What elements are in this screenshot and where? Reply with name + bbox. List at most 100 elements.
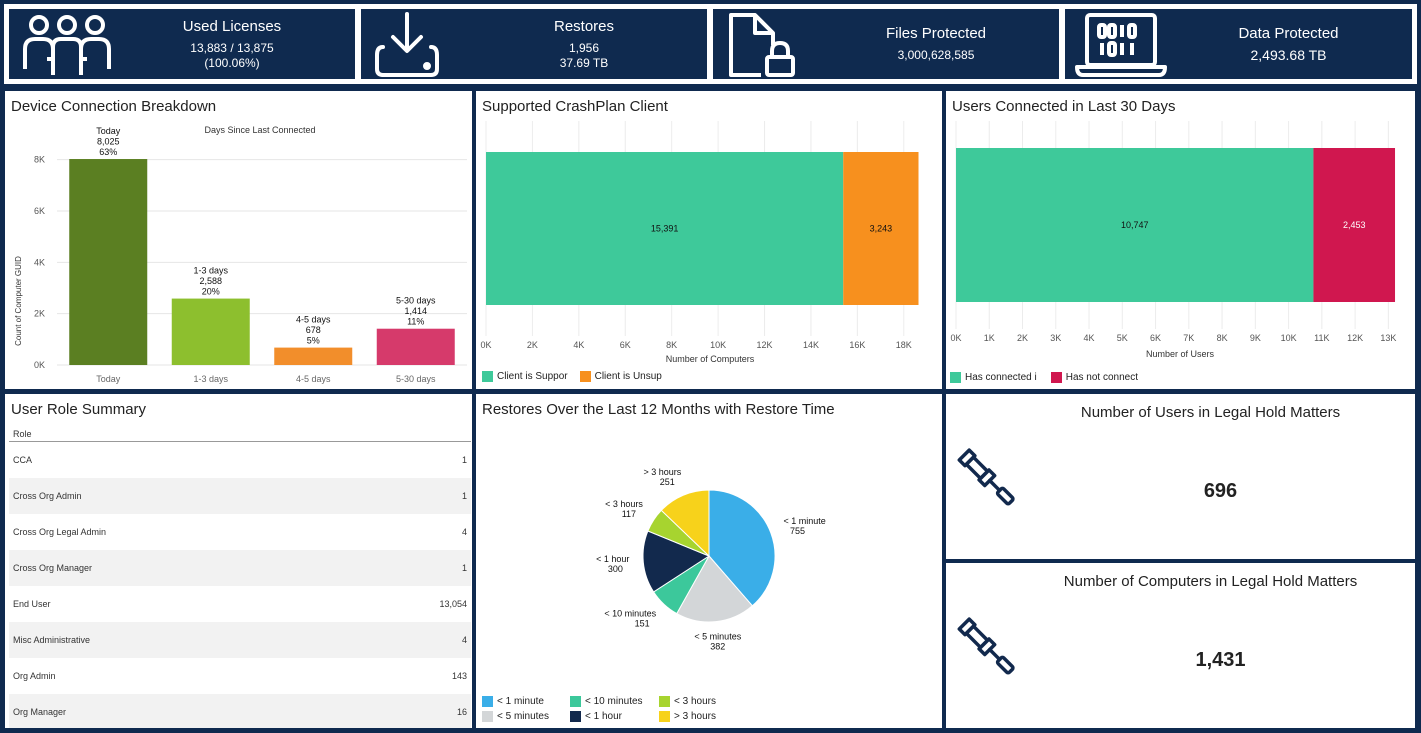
legend-item-connected[interactable]: Has connected i [950, 372, 1037, 383]
table-row[interactable]: Org Manager 16 [9, 694, 471, 728]
x-tick-label: 2K [1017, 333, 1028, 343]
bar-segment[interactable] [486, 152, 844, 305]
used-licenses-card[interactable]: Used Licenses 13,883 / 13,875 (100.06%) [9, 9, 355, 79]
x-tick-label: 6K [1150, 333, 1161, 343]
table-row[interactable]: Cross Org Legal Admin 4 [9, 514, 471, 550]
kpi-value: 13,883 / 13,875 [190, 40, 274, 55]
x-tick-label: 1K [984, 333, 995, 343]
data-label: 20% [202, 287, 220, 297]
data-label: 2,453 [1343, 220, 1366, 230]
gavel-icon [957, 448, 1015, 506]
table-row[interactable]: Misc Administrative 4 [9, 622, 471, 658]
panel-title: Device Connection Breakdown [11, 98, 217, 115]
panel-title: Users Connected in Last 30 Days [952, 98, 1176, 115]
kpi-strip: Used Licenses 13,883 / 13,875 (100.06%) … [4, 4, 1417, 84]
pie-slice[interactable] [708, 489, 776, 607]
kpi-value: 3,000,628,585 [897, 48, 975, 62]
legend-swatch [482, 696, 493, 707]
table-row[interactable]: Cross Org Manager 1 [9, 550, 471, 586]
x-tick-label: 13K [1380, 333, 1396, 343]
legend-item[interactable]: > 3 hours [659, 711, 749, 722]
data-protected-card[interactable]: Data Protected 2,493.68 TB [1065, 9, 1412, 79]
legend-label: < 1 minute [497, 696, 544, 707]
kpi-title: Data Protected [1238, 25, 1339, 42]
pie-slice[interactable] [660, 489, 710, 558]
slice-name-label: < 1 hour [596, 554, 629, 564]
crashplan-legend: Client is Suppor Client is Unsup [482, 371, 662, 382]
chart-title: Days Since Last Connected [204, 125, 315, 135]
crashplan-client-panel: Supported CrashPlan Client 0K 2K 4K 6K 8K 10K… [476, 91, 942, 389]
bar[interactable] [274, 347, 353, 365]
role-count: 13,054 [439, 599, 467, 609]
x-tick-label: 0K [950, 333, 961, 343]
legal-hold-users-panel: Number of Users in Legal Hold Matters 69… [946, 394, 1415, 559]
table-row[interactable]: Cross Org Admin 1 [9, 478, 471, 514]
legend-label: < 1 hour [585, 711, 622, 722]
bar-segment[interactable] [1313, 148, 1396, 302]
legend-label: Has connected i [965, 372, 1037, 383]
x-tick-label: 8K [666, 340, 677, 350]
data-label: 1,414 [404, 306, 427, 316]
slice-name-label: < 3 hours [605, 499, 643, 509]
x-tick-label: 10K [1281, 333, 1297, 343]
bar[interactable] [69, 159, 148, 365]
table-row[interactable]: CCA 1 [9, 442, 471, 478]
x-tick-label: 1-3 days [193, 374, 228, 384]
role-count: 16 [456, 707, 467, 717]
data-label: 5% [307, 336, 320, 346]
files-protected-card[interactable]: Files Protected 3,000,628,585 [713, 9, 1059, 79]
slice-name-label: > 3 hours [643, 467, 681, 477]
pie-slice[interactable] [676, 555, 754, 623]
pie-slice[interactable] [642, 530, 711, 593]
restores-legend: < 1 minute < 10 minutes < 3 hours < 5 mi… [482, 696, 782, 722]
legend-item-unsupported[interactable]: Client is Unsup [579, 371, 662, 382]
device-connection-panel: Device Connection Breakdown Days Since L… [5, 91, 472, 389]
legend-swatch [659, 696, 670, 707]
y-tick-label: 0K [34, 360, 45, 370]
data-label: 11% [407, 317, 424, 327]
legal-hold-computers-panel: Number of Computers in Legal Hold Matter… [946, 563, 1415, 728]
slice-value-label: 117 [622, 509, 636, 519]
kpi-title: Restores [553, 17, 615, 35]
kpi-title: Files Protected [885, 25, 987, 42]
gavel-icon [957, 617, 1015, 675]
bar-segment[interactable] [956, 148, 1314, 302]
x-axis-label: Number of Computers [666, 354, 755, 364]
restores-card[interactable]: Restores 1,956 37.69 TB [361, 9, 707, 79]
legend-item[interactable]: < 1 minute [482, 696, 570, 707]
legend-label: < 3 hours [674, 696, 716, 707]
x-tick-label: 8K [1217, 333, 1228, 343]
legend-item[interactable]: < 5 minutes [482, 711, 570, 722]
data-label: 5-30 days [396, 296, 436, 306]
users-connected-panel: Users Connected in Last 30 Days 0K 1K 2K 3K… [946, 91, 1415, 389]
role-count: 1 [461, 491, 467, 501]
legend-swatch [1050, 372, 1062, 383]
slice-name-label: < 1 minute [784, 516, 826, 526]
table-row[interactable]: End User 13,054 [9, 586, 471, 622]
x-tick-label: 4-5 days [296, 374, 331, 384]
legend-item[interactable]: < 10 minutes [570, 696, 659, 707]
users-connected-legend: Has connected i Has not connect [950, 372, 1138, 383]
legal-hold-users-value: 696 [1203, 480, 1238, 502]
y-tick-label: 8K [34, 155, 45, 165]
legend-item[interactable]: < 1 hour [570, 711, 659, 722]
bar[interactable] [171, 298, 250, 365]
role-count: 1 [461, 455, 467, 465]
kpi-value: 1,956 [568, 40, 600, 55]
legend-item-not-connected[interactable]: Has not connect [1050, 372, 1138, 383]
data-label: 63% [99, 147, 117, 157]
legend-swatch [950, 372, 961, 383]
bar-segment[interactable] [843, 152, 919, 305]
data-label: Today [96, 126, 121, 136]
role-name: Cross Org Legal Admin [13, 527, 107, 537]
legend-item-supported[interactable]: Client is Suppor [482, 371, 568, 382]
bar[interactable] [376, 328, 455, 365]
table-row[interactable]: Org Admin 143 [9, 658, 471, 694]
legend-label: Client is Suppor [497, 371, 568, 382]
slice-value-label: 382 [710, 642, 725, 652]
legend-item[interactable]: < 3 hours [659, 696, 749, 707]
data-label: 4-5 days [296, 315, 331, 325]
slice-value-label: 251 [660, 477, 675, 487]
x-tick-label: 5-30 days [396, 374, 436, 384]
